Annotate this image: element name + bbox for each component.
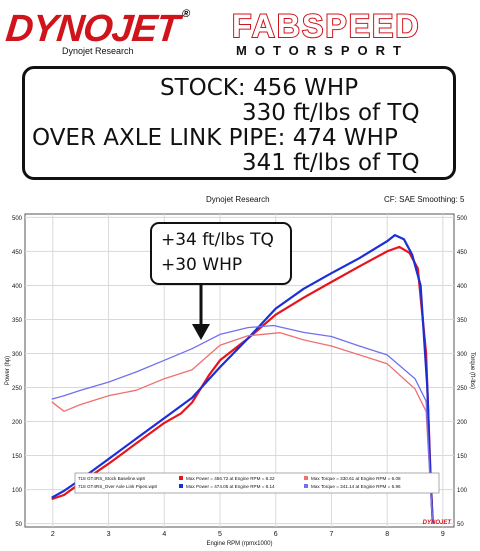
y-tick-label-left: 250 — [12, 386, 23, 392]
x-axis-label: Engine RPM (rpmx1000) — [206, 541, 272, 547]
x-tick-label: 9 — [441, 531, 445, 538]
y-tick-label-right: 200 — [457, 420, 468, 426]
x-tick-label: 2 — [51, 531, 55, 538]
y-axis-label-right: Torque (ft-lbs) — [469, 352, 475, 389]
y-tick-label-left: 400 — [12, 284, 23, 290]
y-tick-label-left: 300 — [12, 352, 23, 358]
legend-torque-swatch — [304, 476, 308, 480]
callout-power-gain: +30 WHP — [161, 255, 242, 275]
x-tick-label: 8 — [385, 531, 389, 538]
y-tick-label-left: 150 — [12, 454, 23, 460]
x-tick-label: 3 — [107, 531, 111, 538]
x-tick-label: 5 — [218, 531, 222, 538]
y-tick-label-right: 250 — [457, 386, 468, 392]
y-tick-label-left: 350 — [12, 318, 23, 324]
y-tick-label-left: 500 — [12, 216, 23, 222]
legend-torque-text: Max Torque = 330.61 at Engine RPM = 6.08 — [311, 476, 401, 481]
callout-torque-gain: +34 ft/lbs TQ — [161, 230, 274, 250]
x-tick-label: 6 — [274, 531, 278, 538]
legend-power-text: Max Power = 474.05 at Engine RPM = 8.14 — [186, 484, 275, 489]
gain-callout: +34 ft/lbs TQ +30 WHP — [150, 222, 292, 285]
legend-file-name: 718 GT4RS_Stock Baseline.wp8 — [78, 476, 145, 481]
y-tick-label-right: 150 — [457, 454, 468, 460]
y-tick-label-left: 100 — [12, 488, 23, 494]
y-tick-label-right: 450 — [457, 250, 468, 256]
y-tick-label-left: 200 — [12, 420, 23, 426]
legend-torque-text: Max Torque = 341.14 at Engine RPM = 5.96 — [311, 484, 401, 489]
legend-file-name: 718 GT4RS_Over Axle Link Pipes.wp8 — [78, 484, 157, 489]
y-tick-label-right: 300 — [457, 352, 468, 358]
legend-torque-swatch — [304, 484, 308, 488]
y-tick-label-right: 50 — [457, 522, 464, 528]
y-tick-label-right: 400 — [457, 284, 468, 290]
y-axis-label-left: Power (hp) — [5, 356, 11, 385]
y-tick-label-right: 350 — [457, 318, 468, 324]
y-tick-label-right: 100 — [457, 488, 468, 494]
x-tick-label: 4 — [162, 531, 166, 538]
y-tick-label-right: 500 — [457, 216, 468, 222]
x-tick-label: 7 — [329, 531, 333, 538]
y-tick-label-left: 450 — [12, 250, 23, 256]
legend-power-swatch — [179, 484, 183, 488]
y-tick-label-left: 50 — [15, 522, 22, 528]
legend-power-swatch — [179, 476, 183, 480]
dynojet-watermark: DYNOJET — [423, 520, 453, 526]
legend-power-text: Max Power = 456.72 at Engine RPM = 8.22 — [186, 476, 275, 481]
